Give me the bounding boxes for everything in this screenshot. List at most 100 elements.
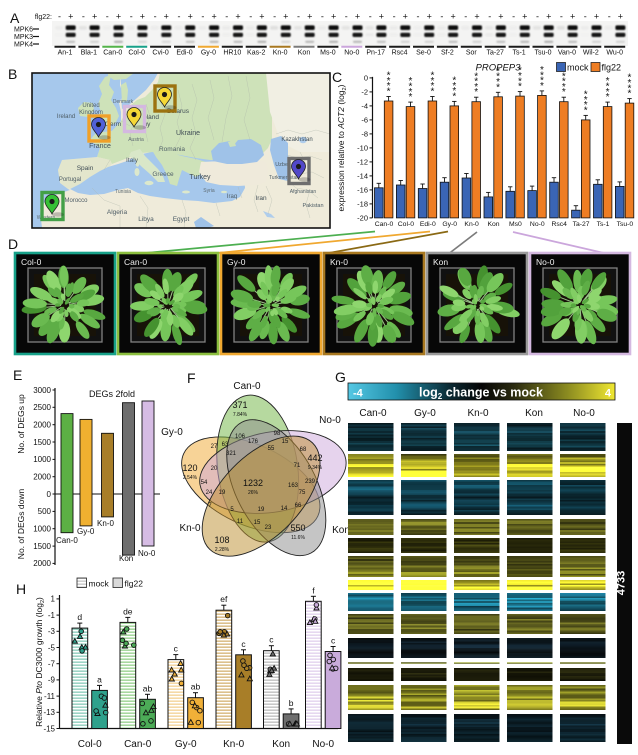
svg-text:ef: ef — [220, 594, 228, 604]
svg-text:*: * — [496, 82, 500, 93]
svg-text:23: 23 — [265, 525, 272, 531]
svg-text:2000: 2000 — [33, 559, 51, 568]
svg-text:27: 27 — [211, 444, 218, 450]
svg-text:-: - — [106, 12, 109, 22]
svg-text:-10: -10 — [357, 144, 368, 153]
svg-text:+: + — [379, 12, 384, 22]
svg-text:-16: -16 — [357, 186, 368, 195]
svg-text:c: c — [331, 636, 336, 646]
svg-text:Ta-27: Ta-27 — [486, 50, 504, 57]
svg-text:0: 0 — [364, 74, 368, 83]
svg-text:b: b — [289, 698, 294, 708]
svg-text:Spain: Spain — [77, 165, 94, 172]
svg-text:Denmark: Denmark — [113, 99, 134, 105]
svg-text:C: C — [332, 69, 342, 85]
svg-text:14: 14 — [281, 506, 288, 512]
svg-text:-: - — [201, 12, 204, 22]
svg-text:+: + — [92, 12, 97, 22]
svg-text:Kazakhstan: Kazakhstan — [281, 137, 312, 143]
svg-text:Can-0: Can-0 — [375, 221, 394, 228]
svg-text:+: + — [283, 12, 288, 22]
svg-text:-8: -8 — [361, 130, 368, 139]
svg-text:Kingdom: Kingdom — [79, 110, 103, 116]
svg-text:120: 120 — [182, 463, 197, 473]
svg-text:-: - — [273, 12, 276, 22]
svg-text:-: - — [608, 12, 611, 22]
svg-text:19: 19 — [258, 507, 265, 513]
svg-text:Kon: Kon — [332, 525, 350, 536]
svg-text:Edi-0: Edi-0 — [176, 50, 192, 57]
svg-text:Ms0: Ms0 — [509, 221, 522, 228]
svg-text:flg22: flg22 — [125, 579, 144, 589]
svg-text:Kn-0: Kn-0 — [223, 739, 245, 750]
svg-text:Italy: Italy — [126, 157, 139, 164]
svg-text:a: a — [97, 674, 102, 684]
svg-text:71: 71 — [294, 463, 301, 469]
svg-text:Ta-27: Ta-27 — [573, 221, 590, 228]
svg-text:2.28%: 2.28% — [215, 547, 230, 553]
svg-text:DEGs 2fold: DEGs 2fold — [89, 389, 135, 399]
svg-text:Gy-0: Gy-0 — [442, 221, 457, 228]
svg-text:Kn-0: Kn-0 — [464, 221, 479, 228]
svg-text:H: H — [16, 581, 26, 597]
svg-text:-3: -3 — [48, 627, 56, 636]
svg-text:*: * — [430, 81, 434, 92]
svg-text:54: 54 — [201, 480, 208, 486]
svg-text:0: 0 — [47, 490, 52, 499]
svg-text:*: * — [518, 66, 522, 77]
svg-text:Gy-0: Gy-0 — [201, 50, 216, 57]
svg-text:2000: 2000 — [33, 421, 51, 430]
svg-text:Col-0: Col-0 — [398, 221, 414, 228]
svg-text:No. of DEGs down: No. of DEGs down — [16, 489, 26, 560]
svg-text:1000: 1000 — [33, 525, 51, 534]
svg-text:*: * — [518, 82, 522, 93]
svg-text:*: * — [518, 76, 522, 87]
svg-text:Ts-1: Ts-1 — [597, 221, 610, 228]
svg-text:Kn-0: Kn-0 — [330, 257, 348, 267]
svg-text:1500: 1500 — [33, 542, 51, 551]
svg-text:*: * — [387, 76, 391, 87]
svg-text:7: 7 — [208, 503, 212, 509]
svg-text:*: * — [430, 76, 434, 87]
svg-text:Turkmenistan: Turkmenistan — [269, 175, 299, 181]
svg-text:*: * — [584, 90, 588, 101]
svg-text:*: * — [409, 92, 413, 103]
svg-text:Van-0: Van-0 — [558, 50, 576, 57]
svg-text:4: 4 — [605, 388, 612, 400]
svg-text:Syria: Syria — [203, 188, 215, 194]
svg-text:3000: 3000 — [33, 386, 51, 395]
svg-text:19: 19 — [219, 490, 226, 496]
svg-text:MPK6: MPK6 — [14, 27, 33, 34]
svg-text:oland: oland — [143, 114, 159, 121]
svg-text:15: 15 — [282, 439, 289, 445]
svg-text:No-0: No-0 — [344, 50, 359, 57]
svg-text:*: * — [606, 92, 610, 103]
svg-text:No-0: No-0 — [536, 257, 555, 267]
svg-text:-9: -9 — [48, 676, 56, 685]
svg-text:Iran: Iran — [255, 195, 267, 202]
svg-text:+: + — [164, 12, 169, 22]
svg-text:+: + — [68, 12, 73, 22]
svg-text:-: - — [417, 12, 420, 22]
svg-text:-: - — [440, 12, 443, 22]
svg-text:c: c — [269, 635, 274, 645]
svg-text:+: + — [403, 12, 408, 22]
svg-text:*: * — [387, 71, 391, 82]
svg-text:Algeria: Algeria — [107, 209, 128, 216]
svg-text:321: 321 — [226, 451, 237, 457]
svg-text:*: * — [628, 73, 632, 84]
svg-text:Austria: Austria — [128, 137, 144, 143]
svg-text:63: 63 — [222, 442, 229, 448]
svg-text:United: United — [82, 103, 99, 109]
svg-text:Col-0: Col-0 — [128, 50, 145, 57]
svg-text:*: * — [474, 77, 478, 88]
svg-text:-: - — [321, 12, 324, 22]
svg-text:No-0: No-0 — [138, 549, 156, 558]
svg-text:+: + — [331, 12, 336, 22]
svg-text:Ms-0: Ms-0 — [320, 50, 336, 57]
svg-text:Can-0: Can-0 — [103, 50, 122, 57]
svg-text:-: - — [560, 12, 563, 22]
svg-text:11: 11 — [237, 519, 244, 525]
svg-text:+: + — [116, 12, 121, 22]
svg-text:66: 66 — [295, 503, 302, 509]
